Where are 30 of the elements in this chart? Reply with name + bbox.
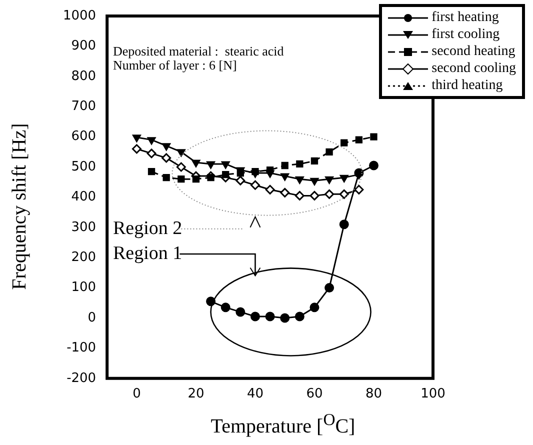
legend-label: first heating — [432, 10, 499, 26]
y-tick-label: 500 — [71, 159, 96, 174]
y-tick-label: -200 — [66, 370, 96, 386]
y-tick-label: 200 — [71, 250, 96, 265]
legend-label: second heating — [432, 44, 516, 60]
y-tick-label: 300 — [71, 220, 96, 235]
annotation: Region 2 — [113, 218, 182, 239]
x-axis-title: Temperature [$^{O}$C] — [210, 410, 356, 439]
y-tick-label: 0 — [88, 310, 96, 326]
y-tick-label: 700 — [71, 98, 96, 114]
y-tick-label: 1000 — [62, 8, 96, 24]
annotation: Region 1 — [113, 242, 182, 264]
x-tick-label: 100 — [420, 386, 446, 402]
annotation: Number of layer : 6 [N] — [113, 57, 237, 72]
y-tick-label: 600 — [71, 129, 96, 144]
y-tick-label: 800 — [71, 68, 96, 84]
x-tick-label: 20 — [188, 386, 204, 402]
y-tick-label: -100 — [66, 340, 96, 356]
annotation: Deposited material : stearic acid — [113, 44, 284, 59]
x-tick-label: 40 — [246, 386, 264, 402]
y-axis-title: Frequency shift [Hz] — [8, 122, 32, 292]
x-tick-label: 80 — [365, 386, 382, 402]
legend-label: first cooling — [432, 26, 500, 42]
y-tick-label: 400 — [71, 190, 96, 205]
legend-label: second cooling — [432, 60, 516, 76]
y-tick-label: 100 — [71, 280, 96, 296]
y-tick-label: 900 — [71, 38, 96, 54]
x-tick-label: 60 — [306, 386, 323, 402]
x-tick-label: 0 — [132, 386, 141, 402]
legend-label: third heating — [432, 78, 503, 94]
